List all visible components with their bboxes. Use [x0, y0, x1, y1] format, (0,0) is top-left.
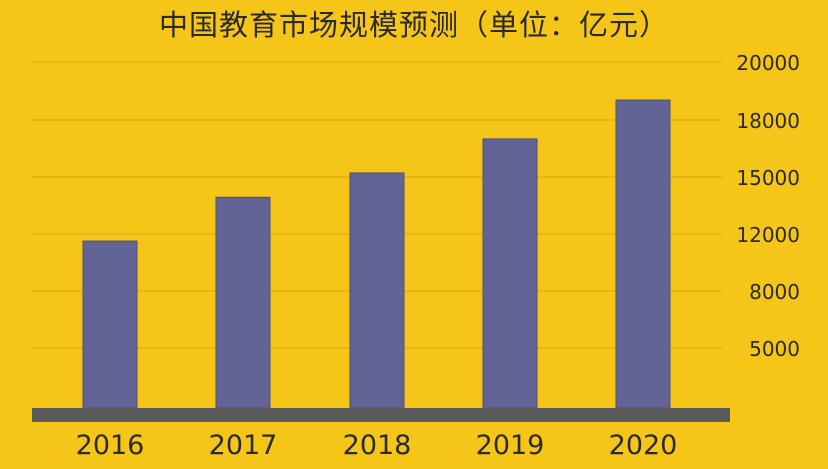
x-tick-label: 2016: [76, 430, 145, 461]
y-tick-label: 12000: [736, 223, 800, 247]
y-tick-label: 8000: [749, 280, 800, 304]
y-tick-label: 15000: [736, 166, 800, 190]
y-tick-label: 20000: [736, 51, 800, 75]
x-tick-label: 2018: [343, 430, 412, 461]
bar-2016: [82, 240, 138, 409]
y-tick-label: 5000: [749, 337, 800, 361]
y-tick-label: 18000: [736, 109, 800, 133]
x-axis-baseline: [32, 408, 730, 422]
bar-2019: [482, 138, 538, 409]
bar-2020: [615, 99, 671, 409]
chart-title: 中国教育市场规模预测（单位：亿元）: [158, 8, 669, 42]
x-tick-label: 2019: [476, 430, 545, 461]
x-tick-label: 2020: [609, 430, 678, 461]
bar-2017: [215, 196, 271, 409]
bar-2018: [349, 172, 405, 409]
x-tick-label: 2017: [209, 430, 278, 461]
